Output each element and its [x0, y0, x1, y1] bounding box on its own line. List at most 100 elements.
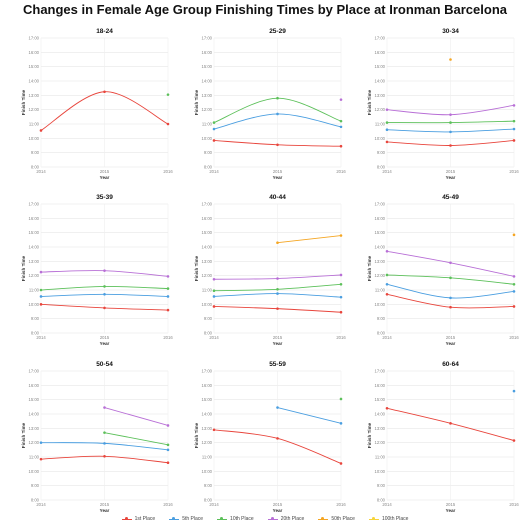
chart-title: 35-39: [96, 194, 113, 201]
y-tick-label: 17:00: [375, 36, 386, 41]
legend-swatch: [169, 517, 180, 520]
data-point-5th-place: [512, 290, 516, 293]
x-tick-label: 2016: [336, 335, 346, 340]
data-point-10th-place: [212, 289, 216, 293]
data-point-5th-place: [339, 295, 343, 299]
x-axis-label: Year: [100, 508, 110, 513]
y-tick-label: 12:00: [29, 107, 40, 112]
data-point-10th-place: [166, 93, 170, 96]
data-point-5th-place: [39, 295, 43, 298]
data-point-20th-place: [166, 275, 170, 278]
x-tick-label: 2014: [36, 335, 46, 340]
chart-title: 55-59: [269, 361, 286, 368]
data-point-1st-place: [512, 439, 516, 442]
data-point-1st-place: [212, 305, 216, 308]
x-axis-label: Year: [446, 508, 456, 513]
data-point-10th-place: [339, 119, 343, 123]
y-tick-label: 11:00: [29, 122, 40, 127]
y-tick-label: 12:00: [202, 440, 213, 445]
y-axis-label: Finish Time: [367, 422, 372, 448]
data-point-1st-place: [385, 293, 389, 296]
y-tick-label: 14:00: [202, 412, 213, 417]
y-tick-label: 9:00: [204, 150, 213, 155]
y-tick-label: 9:00: [377, 150, 386, 155]
y-tick-label: 9:00: [31, 316, 40, 321]
data-point-1st-place: [449, 422, 452, 425]
y-tick-label: 17:00: [202, 36, 213, 41]
legend-swatch: [121, 517, 132, 520]
y-tick-label: 12:00: [375, 107, 386, 112]
data-point-20th-place: [212, 277, 216, 281]
data-point-5th-place: [166, 448, 170, 452]
legend-item: 1st Place: [121, 516, 155, 522]
legend-label: 100th Place: [381, 516, 409, 522]
data-point-5th-place: [512, 389, 516, 393]
x-tick-label: 2016: [509, 502, 519, 507]
data-point-1st-place: [276, 143, 279, 147]
y-tick-label: 11:00: [29, 455, 40, 460]
data-point-1st-place: [449, 305, 452, 309]
y-tick-label: 13:00: [29, 259, 40, 264]
x-tick-label: 2016: [509, 335, 519, 340]
data-point-5th-place: [276, 112, 279, 116]
x-tick-label: 2014: [382, 335, 392, 340]
data-point-1st-place: [385, 140, 389, 144]
x-tick-label: 2015: [100, 169, 110, 174]
y-tick-label: 11:00: [375, 288, 386, 293]
data-point-5th-place: [103, 442, 106, 445]
y-tick-label: 9:00: [204, 316, 213, 321]
data-point-1st-place: [212, 139, 216, 142]
data-point-1st-place: [512, 139, 516, 142]
data-point-5th-place: [276, 292, 279, 295]
data-point-20th-place: [103, 406, 106, 409]
page-title: Changes in Female Age Group Finishing Ti…: [22, 2, 507, 17]
y-tick-label: 8:00: [377, 498, 386, 503]
y-axis-label: Finish Time: [367, 255, 372, 281]
y-tick-label: 15:00: [202, 397, 213, 402]
chart-panel-30-34: 30-34 8:00 9:00 10:00 11:00 12:00 13:00 14:00 15…: [367, 28, 519, 180]
y-tick-label: 13:00: [375, 259, 386, 264]
y-tick-label: 13:00: [202, 93, 213, 98]
chart-title: 18-24: [96, 28, 113, 35]
x-tick-label: 2015: [273, 169, 283, 174]
y-tick-label: 15:00: [29, 230, 40, 235]
y-tick-label: 17:00: [202, 202, 213, 207]
y-tick-label: 11:00: [29, 288, 40, 293]
data-point-50th-place: [276, 241, 279, 244]
y-tick-label: 14:00: [375, 79, 386, 84]
data-point-20th-place: [339, 273, 343, 277]
y-tick-label: 11:00: [202, 288, 213, 293]
x-axis-label: Year: [446, 175, 456, 180]
legend-swatch: [368, 517, 379, 520]
y-tick-label: 14:00: [375, 245, 386, 250]
data-point-10th-place: [339, 397, 343, 401]
chart-title: 40-44: [269, 194, 286, 201]
data-point-50th-place: [512, 233, 516, 237]
data-point-1st-place: [39, 303, 43, 306]
y-tick-label: 14:00: [29, 79, 40, 84]
data-point-10th-place: [276, 287, 279, 291]
y-tick-label: 10:00: [375, 469, 386, 474]
y-tick-label: 14:00: [375, 412, 386, 417]
data-point-1st-place: [166, 461, 170, 465]
x-tick-label: 2014: [36, 169, 46, 174]
y-tick-label: 10:00: [29, 469, 40, 474]
x-tick-label: 2015: [273, 335, 283, 340]
x-axis-label: Year: [273, 175, 283, 180]
data-point-1st-place: [339, 310, 343, 314]
data-point-50th-place: [449, 58, 452, 61]
data-point-5th-place: [339, 422, 343, 425]
y-tick-label: 8:00: [204, 165, 213, 170]
y-tick-label: 17:00: [202, 369, 213, 374]
x-tick-label: 2015: [273, 502, 283, 507]
data-point-20th-place: [276, 277, 279, 280]
data-point-20th-place: [512, 275, 516, 278]
legend-item: 5th Place: [169, 516, 203, 522]
y-tick-label: 8:00: [31, 165, 40, 170]
y-tick-label: 12:00: [202, 107, 213, 112]
y-tick-label: 16:00: [202, 216, 213, 221]
y-tick-label: 13:00: [375, 93, 386, 98]
y-tick-label: 16:00: [202, 383, 213, 388]
x-tick-label: 2016: [336, 169, 346, 174]
y-tick-label: 9:00: [31, 483, 40, 488]
